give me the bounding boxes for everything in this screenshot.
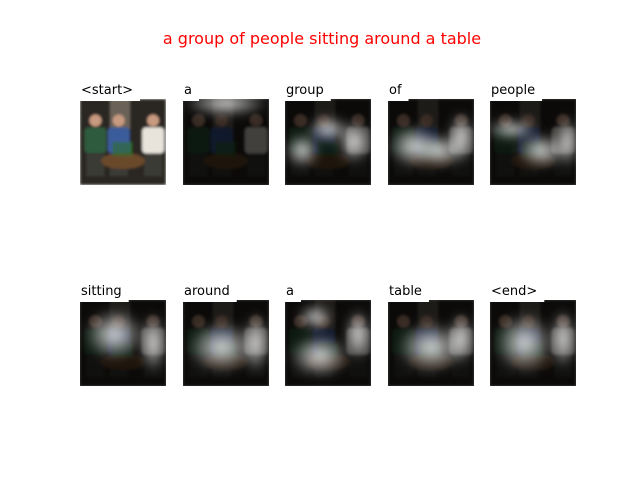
word-label: people (489, 80, 543, 101)
word-label: group (284, 80, 331, 101)
word: people (491, 83, 535, 98)
word: <start> (81, 83, 133, 98)
attention (84, 308, 166, 374)
bottle (129, 142, 132, 156)
attention-blob (243, 312, 269, 374)
word: <end> (491, 284, 537, 299)
attention-panel: people (489, 80, 576, 185)
attention-blob (140, 312, 166, 374)
photo-content (80, 99, 166, 185)
caption-title: a group of people sitting around a table (163, 29, 481, 48)
attention-panel: of (387, 80, 474, 185)
attention (187, 312, 269, 374)
word: group (286, 83, 324, 98)
attention-panel: table (387, 281, 474, 386)
word-label: of (387, 80, 409, 101)
attention-blob (494, 312, 555, 374)
attention-blob (183, 99, 269, 117)
image (80, 300, 166, 386)
image (388, 99, 474, 185)
attention (388, 111, 474, 168)
word-label: a (284, 281, 301, 302)
word: sitting (81, 284, 122, 299)
label-box (79, 281, 129, 302)
attention-panel: around (182, 281, 269, 386)
label-box (284, 281, 301, 302)
image (285, 99, 371, 185)
image (388, 300, 474, 386)
attention (396, 312, 474, 374)
word-label: <end> (489, 281, 545, 302)
attention-blob (285, 133, 320, 168)
attention-blob (396, 321, 466, 374)
label-box (387, 80, 409, 101)
label-box (284, 80, 331, 101)
attention-blob (448, 111, 474, 164)
word: table (389, 284, 422, 299)
label-box (182, 80, 199, 101)
attention-panel: group (284, 80, 371, 185)
attention (183, 99, 269, 117)
attention-blob (515, 133, 568, 168)
body (142, 127, 165, 154)
attention (490, 116, 576, 168)
bottle (121, 142, 124, 156)
label-box (182, 281, 237, 302)
attention-blob (84, 308, 145, 361)
attention (285, 116, 371, 168)
body (84, 127, 107, 154)
attention (494, 308, 576, 374)
attention-blob (336, 120, 371, 164)
word: of (389, 83, 402, 98)
image (183, 99, 269, 185)
table (101, 152, 145, 169)
legs (144, 154, 163, 177)
word-label: around (182, 281, 237, 302)
head (112, 114, 125, 127)
image (80, 99, 166, 185)
attention-blob (297, 304, 333, 331)
attention-blob (448, 312, 474, 365)
attention-panel: <end> (489, 281, 576, 386)
bottle (125, 142, 128, 156)
legs (86, 154, 105, 177)
image (183, 300, 269, 386)
attention-panel: sitting (79, 281, 166, 386)
word-label: <start> (79, 80, 141, 101)
bottle (117, 142, 120, 156)
attention (289, 304, 371, 378)
word: a (184, 83, 192, 98)
label-box (489, 281, 545, 302)
attention-blob (289, 334, 350, 378)
label-box (79, 80, 141, 101)
word: a (286, 284, 294, 299)
attention-blob (490, 118, 538, 140)
head (89, 114, 102, 127)
label-box (387, 281, 429, 302)
panels: <start> a group of people sitting around a table… (79, 80, 576, 386)
attention-panel: <start> (79, 80, 166, 185)
bottle (113, 142, 116, 156)
word-label: sitting (79, 281, 129, 302)
word-label: a (182, 80, 199, 101)
attention-panel: a (182, 80, 269, 185)
attention-blob (345, 308, 371, 361)
image (285, 300, 371, 386)
head (147, 114, 160, 127)
attention-blob (550, 308, 576, 369)
attention-blob (187, 321, 257, 374)
label-box (489, 80, 543, 101)
word-label: table (387, 281, 429, 302)
image (490, 300, 576, 386)
attention-panel: a (284, 281, 371, 386)
word: around (184, 284, 230, 299)
attention-blob (557, 116, 576, 168)
image (490, 99, 576, 185)
